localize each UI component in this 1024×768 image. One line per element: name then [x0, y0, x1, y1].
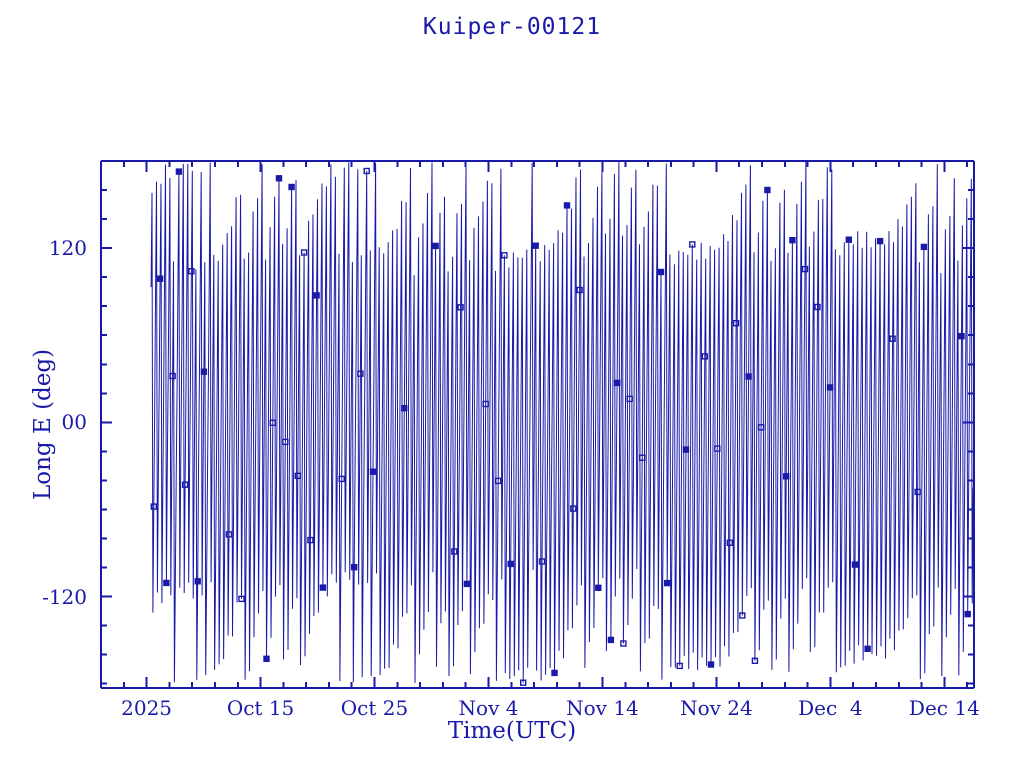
data-point-marker	[300, 249, 308, 256]
data-point-marker	[682, 446, 690, 453]
data-point-marker	[689, 241, 696, 248]
data-point-marker	[664, 579, 671, 587]
data-point-marker	[319, 584, 327, 591]
data-point-marker	[282, 438, 289, 446]
x-tick-label: Nov 24	[680, 696, 753, 720]
data-point-marker	[225, 531, 233, 538]
data-point-marker	[639, 454, 646, 461]
data-point-marker	[495, 477, 502, 485]
data-point-marker	[194, 578, 201, 585]
data-point-marker	[714, 445, 721, 452]
x-tick-label: Oct 25	[340, 696, 409, 720]
data-point-marker	[613, 379, 621, 387]
data-point-marker	[357, 370, 364, 377]
data-point-marker	[482, 400, 489, 408]
data-point-marker	[657, 268, 665, 276]
x-tick-label: Dec 4	[798, 696, 863, 720]
data-point-marker	[401, 405, 408, 412]
data-point-marker	[920, 243, 928, 251]
data-point-marker	[595, 584, 602, 591]
data-point-marker	[188, 268, 195, 275]
data-point-marker	[169, 372, 176, 380]
x-tick-label: Nov 4	[458, 696, 519, 720]
data-point-marker	[294, 472, 301, 479]
y-tick-label: 00	[61, 410, 87, 435]
data-point-marker	[369, 468, 377, 475]
data-point-marker	[751, 657, 759, 664]
data-point-marker	[363, 167, 370, 175]
data-point-marker	[501, 252, 508, 259]
data-point-marker	[463, 580, 471, 588]
data-point-marker	[732, 320, 740, 327]
data-point-marker	[432, 242, 439, 250]
data-point-marker	[507, 560, 514, 568]
data-point-marker	[451, 548, 458, 555]
x-tick-label: Dec 14	[908, 696, 980, 720]
data-point-marker	[551, 669, 558, 677]
data-point-marker	[914, 488, 921, 496]
data-point-marker	[181, 481, 189, 488]
data-point-marker	[707, 661, 715, 668]
data-point-marker	[864, 645, 871, 652]
data-point-marker	[200, 368, 208, 375]
data-point-marker	[570, 505, 577, 512]
data-point-marker	[351, 564, 358, 571]
data-point-marker	[307, 536, 314, 544]
data-point-marker	[889, 335, 896, 342]
data-point-marker	[156, 275, 164, 282]
data-point-marker	[520, 679, 527, 686]
data-point-marker	[789, 236, 796, 244]
data-point-marker	[626, 395, 633, 403]
page-title: Kuiper-00121	[422, 14, 602, 40]
data-series-layer	[150, 161, 974, 686]
data-point-marker	[801, 265, 809, 273]
data-point-marker	[826, 384, 834, 391]
y-tick-label: 120	[48, 236, 87, 261]
data-point-marker	[851, 561, 859, 568]
data-point-marker	[538, 558, 546, 565]
data-point-marker	[876, 237, 884, 245]
data-point-marker	[726, 539, 733, 546]
data-point-marker	[739, 612, 746, 619]
data-point-marker	[313, 292, 320, 299]
data-point-marker	[676, 662, 683, 670]
data-point-marker	[620, 640, 627, 647]
x-axis-title: Time(UTC)	[447, 718, 577, 744]
x-tick-label: Oct 15	[226, 696, 295, 720]
data-point-marker	[175, 168, 183, 175]
x-tick-label: Nov 14	[566, 696, 639, 720]
data-point-marker	[275, 175, 283, 182]
data-point-marker	[563, 202, 571, 209]
axis-frame-layer	[100, 160, 975, 689]
x-tick-label: 2025	[121, 696, 173, 720]
y-tick-label: -120	[42, 584, 87, 609]
data-point-marker	[288, 183, 295, 191]
data-point-marker	[814, 303, 821, 311]
y-axis-title: Long E (deg)	[30, 348, 56, 500]
data-point-marker	[532, 242, 539, 249]
data-point-marker	[338, 475, 345, 483]
data-point-marker	[269, 419, 276, 426]
data-point-marker	[576, 286, 583, 294]
data-point-marker	[764, 186, 771, 194]
data-point-marker	[238, 595, 245, 603]
data-point-marker	[745, 373, 752, 380]
data-point-marker	[457, 304, 464, 311]
data-point-marker	[783, 473, 790, 480]
data-point-marker	[263, 655, 270, 662]
data-point-marker	[701, 353, 708, 360]
data-trace-line	[150, 161, 974, 683]
data-point-marker	[163, 579, 170, 587]
data-point-marker	[845, 236, 852, 243]
data-point-marker	[150, 503, 158, 510]
data-point-marker	[607, 636, 615, 644]
data-point-marker	[958, 333, 965, 340]
data-point-marker	[757, 424, 765, 431]
data-point-marker	[964, 610, 971, 618]
